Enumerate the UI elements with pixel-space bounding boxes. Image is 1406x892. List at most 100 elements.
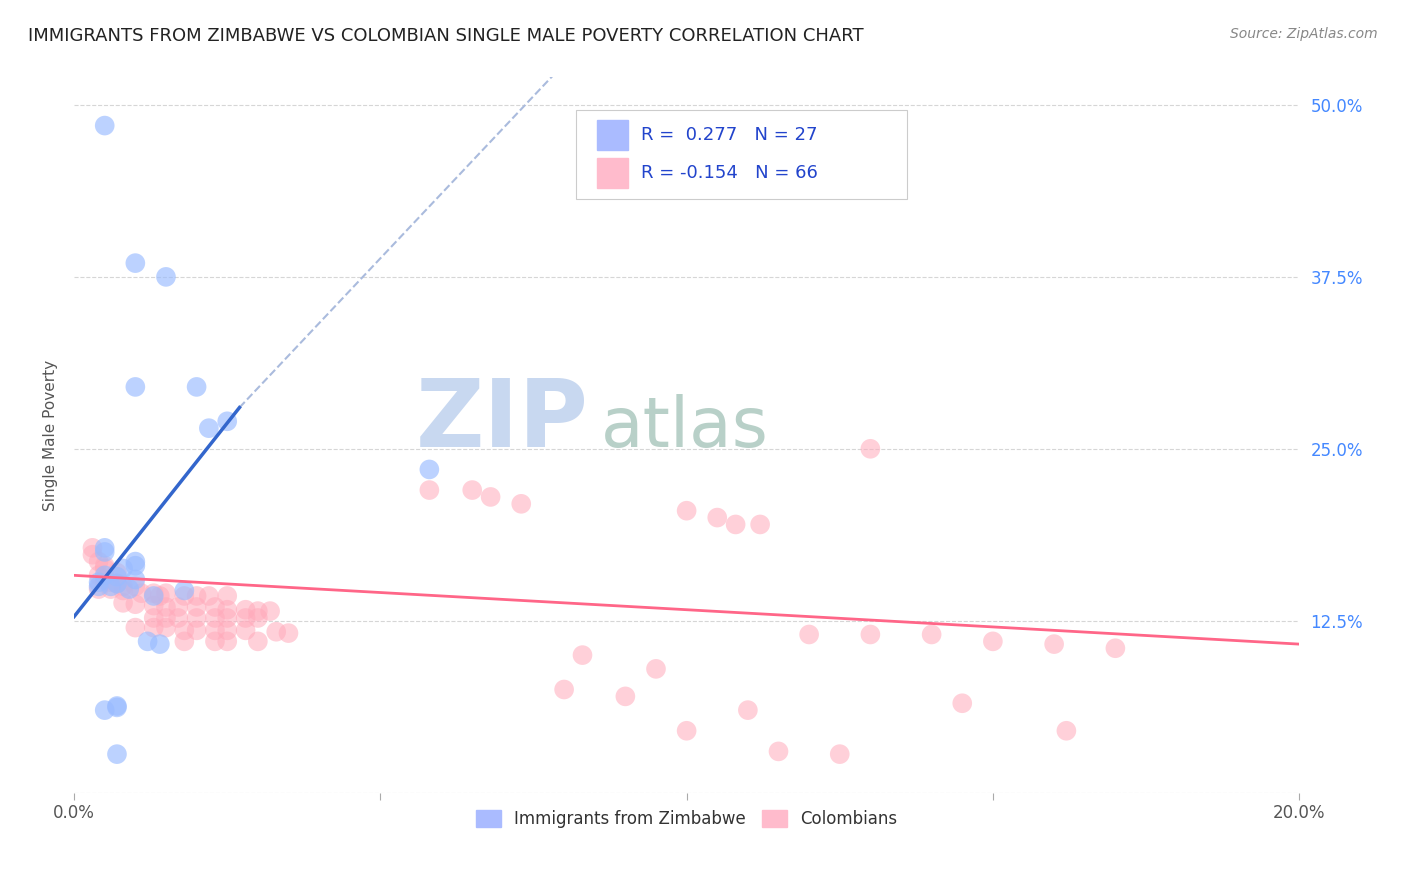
Point	[1043, 637, 1066, 651]
Point	[124, 380, 146, 394]
Point	[859, 442, 882, 456]
Point	[235, 611, 257, 625]
Point	[418, 462, 440, 476]
Point	[131, 586, 153, 600]
Point	[173, 634, 195, 648]
Point	[186, 624, 208, 638]
Point	[749, 517, 772, 532]
Point	[105, 566, 128, 580]
Point	[105, 700, 128, 714]
Point	[142, 621, 165, 635]
Point	[186, 611, 208, 625]
Point	[797, 627, 820, 641]
Point	[93, 119, 115, 133]
Point	[614, 690, 637, 704]
Point	[167, 599, 190, 614]
Text: R = -0.154   N = 66: R = -0.154 N = 66	[641, 163, 818, 182]
Point	[105, 747, 128, 761]
Point	[100, 579, 122, 593]
Point	[173, 589, 195, 603]
Point	[118, 582, 141, 596]
Point	[155, 621, 177, 635]
Point	[724, 517, 747, 532]
Point	[217, 611, 239, 625]
Point	[124, 555, 146, 569]
Point	[142, 586, 165, 600]
Point	[675, 723, 697, 738]
Point	[264, 624, 287, 639]
Point	[93, 703, 115, 717]
Point	[136, 634, 159, 648]
Point	[105, 570, 128, 584]
Point	[235, 603, 257, 617]
Point	[112, 579, 135, 593]
Point	[112, 596, 135, 610]
Point	[186, 589, 208, 603]
Point	[186, 380, 208, 394]
Point	[204, 611, 226, 625]
Point	[217, 634, 239, 648]
Point	[418, 483, 440, 497]
Point	[87, 555, 110, 569]
Y-axis label: Single Male Poverty: Single Male Poverty	[44, 359, 58, 510]
Point	[217, 624, 239, 638]
Point	[246, 634, 269, 648]
Point	[155, 269, 177, 284]
Point	[155, 586, 177, 600]
Point	[155, 611, 177, 625]
Point	[93, 545, 115, 559]
Point	[124, 579, 146, 593]
Point	[950, 696, 973, 710]
Point	[173, 583, 195, 598]
Point	[105, 698, 128, 713]
Text: R =  0.277   N = 27: R = 0.277 N = 27	[641, 126, 818, 144]
Point	[82, 541, 104, 555]
Text: Source: ZipAtlas.com: Source: ZipAtlas.com	[1230, 27, 1378, 41]
Point	[142, 611, 165, 625]
Point	[167, 611, 190, 625]
Point	[217, 414, 239, 428]
Point	[93, 568, 115, 582]
Point	[87, 568, 110, 582]
Point	[87, 582, 110, 596]
FancyBboxPatch shape	[598, 120, 628, 151]
Point	[277, 626, 299, 640]
Point	[204, 634, 226, 648]
Legend: Immigrants from Zimbabwe, Colombians: Immigrants from Zimbabwe, Colombians	[468, 803, 904, 834]
FancyBboxPatch shape	[598, 158, 628, 188]
Point	[675, 504, 697, 518]
Point	[142, 599, 165, 613]
Text: atlas: atlas	[600, 394, 769, 461]
Point	[124, 597, 146, 611]
Point	[87, 579, 110, 593]
Point	[571, 648, 593, 662]
Point	[217, 603, 239, 617]
Point	[645, 662, 668, 676]
Point	[173, 624, 195, 638]
Point	[553, 682, 575, 697]
Point	[105, 576, 128, 591]
Text: ZIP: ZIP	[416, 375, 589, 467]
Point	[479, 490, 502, 504]
Point	[93, 541, 115, 555]
Point	[100, 575, 122, 590]
Point	[768, 744, 790, 758]
Point	[93, 573, 115, 587]
Point	[1054, 723, 1077, 738]
Point	[246, 611, 269, 625]
Point	[198, 421, 221, 435]
Point	[124, 621, 146, 635]
Point	[124, 558, 146, 573]
Point	[828, 747, 851, 761]
Point	[1104, 641, 1126, 656]
Point	[112, 583, 135, 598]
Point	[246, 604, 269, 618]
Point	[100, 582, 122, 596]
Point	[204, 599, 226, 614]
Point	[217, 589, 239, 603]
Point	[124, 256, 146, 270]
Point	[737, 703, 759, 717]
Point	[124, 573, 146, 587]
Point	[149, 589, 172, 603]
Point	[155, 599, 177, 614]
